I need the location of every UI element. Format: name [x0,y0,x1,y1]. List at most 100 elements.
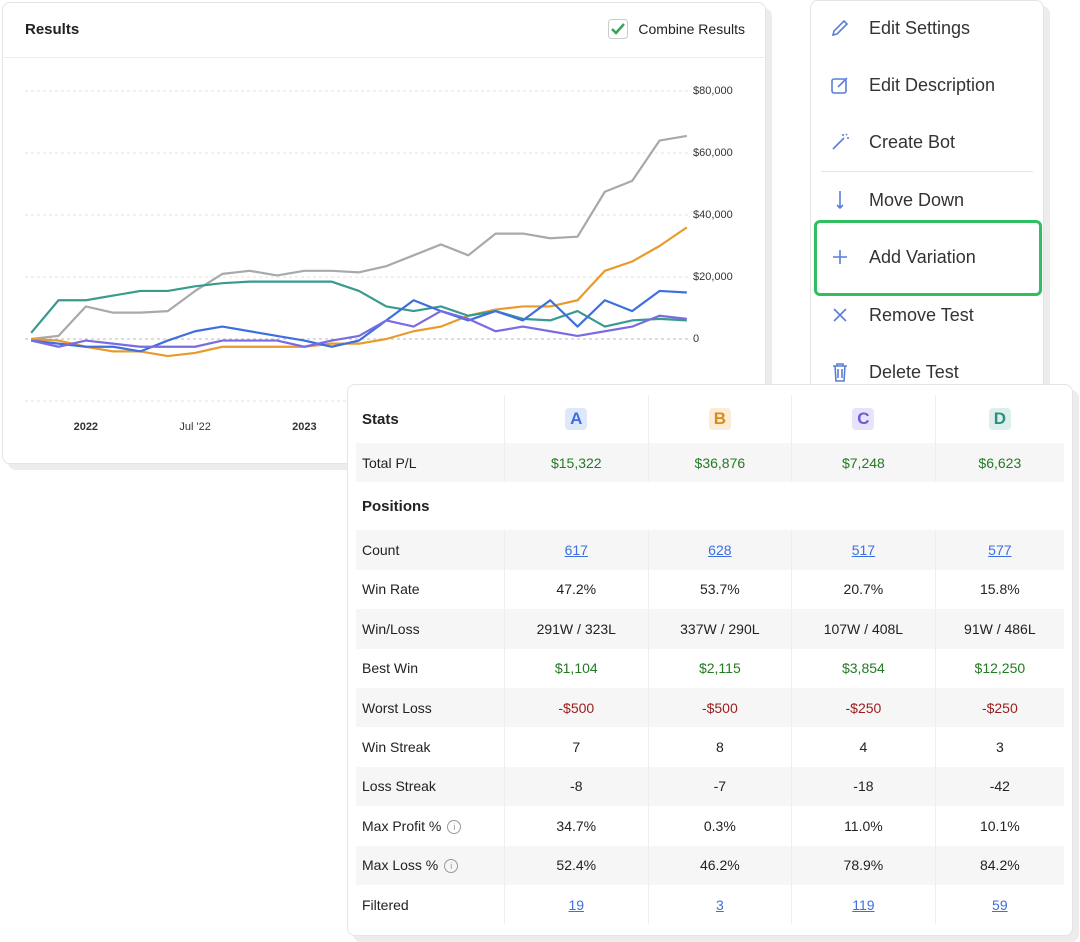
stat-text: $1,104 [554,660,598,677]
stat-value: -18 [791,766,936,807]
stat-text: 107W / 408L [823,620,904,637]
row-label-text: Best Win [362,660,419,677]
row-label-text: Count [362,542,400,559]
column-badge: A [565,408,588,430]
stats-row: Max Loss % i 52.4% 46.2% 78.9% 84.2% [356,845,1064,885]
stat-link[interactable]: 119 [852,896,875,913]
row-label: Win Rate [356,569,505,610]
series-line [31,289,687,353]
section-row: Positions [356,482,1064,530]
stat-text: -$250 [845,699,882,716]
stat-text: $12,250 [974,660,1026,677]
stat-text: 0.3% [703,817,736,834]
stat-text: -42 [989,778,1010,795]
row-label: Win/Loss [356,609,505,649]
stat-link[interactable]: 577 [988,542,1012,559]
stats-row: Count 617 628 517 577 [356,530,1064,570]
stat-value: -8 [504,766,649,807]
stat-value: 78.9% [791,845,936,885]
stat-value: 517 [791,530,936,570]
stat-text: 10.1% [979,817,1020,834]
row-label-text: Max Loss % [362,857,439,874]
stat-value: 46.2% [648,845,793,885]
menu-item[interactable]: Edit Description [829,65,1029,105]
row-label: Count [356,530,505,570]
stat-text: 46.2% [699,857,740,874]
stat-value: 52.4% [504,845,649,885]
combine-toggle[interactable]: Combine Results [608,19,745,39]
column-badge: C [852,408,875,430]
stat-value: $12,250 [935,649,1064,688]
stat-value: 617 [504,530,649,570]
y-tick-label: $60,000 [693,147,733,159]
x-tick-label: Jul '22 [179,421,210,433]
row-label-text: Filtered [362,896,409,913]
stat-text: -$250 [981,699,1018,716]
stat-link[interactable]: 617 [564,542,588,559]
menu-label: Move Down [869,189,965,210]
highlight [814,220,1042,296]
stat-text: 53.7% [699,581,740,598]
stat-text: 3 [995,739,1004,756]
stat-text: -8 [570,778,583,795]
x-tick-label: 2022 [74,421,98,433]
stat-link[interactable]: 517 [851,542,876,559]
y-tick-label: 0 [693,333,699,345]
stat-value: $7,248 [791,443,936,483]
menu-item[interactable]: Remove Test [829,295,1029,335]
column-header: A [504,395,649,443]
stat-link[interactable]: 628 [708,542,732,559]
info-icon: i [444,859,459,874]
series-line [30,310,687,348]
menu-item[interactable]: Add Variation [829,237,1029,277]
row-label: Best Win [356,648,505,688]
checkbox[interactable] [608,19,629,39]
stat-link[interactable]: 3 [715,896,724,913]
row-label-text: Win Rate [362,581,420,598]
stat-value: $3,854 [791,648,936,688]
stat-text: 84.2% [979,857,1020,874]
series-line [31,134,687,341]
stat-text: 15.8% [979,581,1020,598]
stat-link[interactable]: 59 [992,896,1008,913]
series-line [30,280,687,334]
stat-text: 7 [572,739,581,756]
stat-value: 7 [504,727,649,767]
stats-card: Stats A B C D Total P/L $15,322 $36,876 $7,248 $6… [347,384,1073,936]
menu-item[interactable]: Create Bot [829,122,1029,162]
x-tick-label: 2023 [292,421,316,433]
column-badge: D [988,408,1011,430]
row-label: Worst Loss [356,687,505,728]
header-row: Stats A B C D [356,395,1064,443]
stats-row: Filtered 19 3 119 59 [356,884,1064,925]
row-label: Total P/L [356,443,505,483]
stat-text: 47.2% [556,581,597,598]
stat-value: 11.0% [791,806,936,846]
stats-title: Stats [356,395,505,443]
menu-item[interactable]: Edit Settings [829,8,1029,48]
stat-value: 628 [648,530,793,570]
separator [821,171,1033,172]
stat-link[interactable]: 19 [568,896,585,913]
stat-value: $15,322 [504,443,649,483]
stat-value: 337W / 290L [648,609,793,649]
stats-row: Worst Loss -$500 -$500 -$250 -$250 [356,687,1064,728]
stats-row: Max Profit % i 34.7% 0.3% 11.0% 10.1% [356,806,1064,846]
column-header: B [648,395,793,443]
stat-value: -7 [648,766,793,807]
stat-value: 19 [504,884,649,925]
stat-text: $2,115 [698,660,741,677]
stat-text: -$500 [558,699,595,716]
stat-value: 10.1% [935,806,1064,845]
stat-value: 53.7% [648,569,793,610]
stat-value: 107W / 408L [791,609,936,649]
stat-value: 47.2% [504,569,649,610]
row-label-text: Total P/L [362,454,417,471]
menu-item[interactable]: Delete Test [829,352,1029,392]
row-label: Max Loss % i [356,845,505,885]
stat-text: 4 [859,739,868,756]
stat-text: $7,248 [841,454,885,471]
menu-item[interactable]: Move Down [829,180,1029,220]
stat-value: $1,104 [504,648,649,688]
